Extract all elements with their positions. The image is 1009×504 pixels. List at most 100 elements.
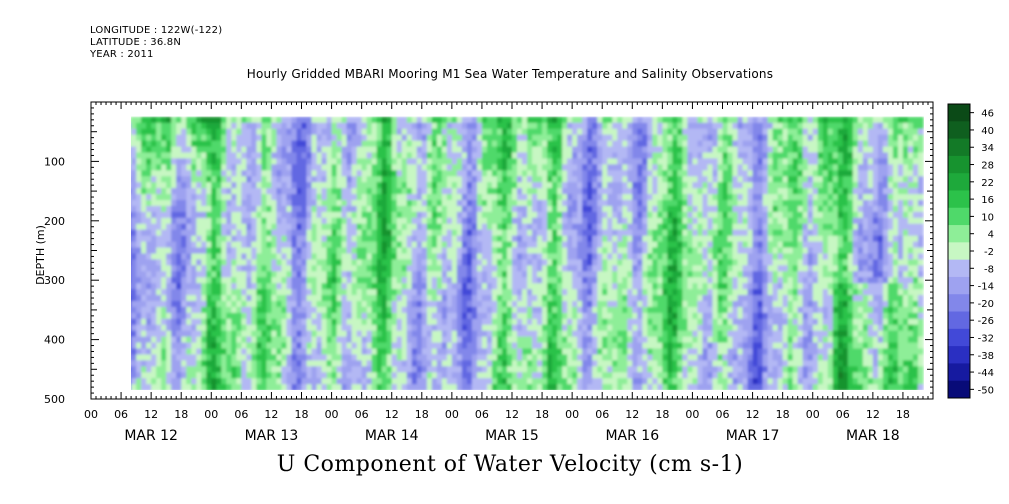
heatmap-cell [486,253,493,261]
heatmap-cell [552,116,558,124]
heatmap-cell [146,170,152,177]
heatmap-cell [577,295,583,302]
heatmap-cell [637,324,643,332]
heatmap-cell [562,241,568,249]
heatmap-cell [607,146,613,154]
heatmap-cell [181,312,187,320]
heatmap-cell [476,140,483,148]
heatmap-cell [301,354,308,361]
heatmap-cell [176,194,182,201]
heatmap-cell [361,306,368,314]
heatmap-cell [421,122,428,130]
heatmap-cell [166,229,172,237]
heatmap-cell [231,253,237,261]
heatmap-cell [376,152,383,160]
heatmap-cell [662,182,668,189]
heatmap-cell [637,312,643,320]
heatmap-cell [376,354,383,361]
heatmap-cell [481,241,488,249]
heatmap-cell [151,211,157,219]
heatmap-cell [181,229,187,237]
heatmap-cell [632,277,638,284]
heatmap-cell [396,289,403,296]
heatmap-cell [231,152,237,160]
heatmap-cell [637,318,643,326]
heatmap-cell [416,205,423,213]
heatmap-cell [537,312,543,320]
heatmap-cell [532,366,538,373]
heatmap-cell [612,348,618,356]
heatmap-cell [156,188,162,195]
heatmap-cell [652,158,658,165]
heatmap-cell [356,188,363,195]
heatmap-cell [201,306,207,314]
heatmap-cell [191,200,197,207]
heatmap-cell [486,200,493,207]
heatmap-cell [161,122,167,130]
heatmap-cell [361,211,368,219]
heatmap-cell [141,300,147,308]
heatmap-cell [141,318,147,326]
heatmap-cell [426,200,433,207]
heatmap-cell [391,223,398,231]
heatmap-cell [181,176,187,183]
heatmap-cell [426,223,433,231]
heatmap-cell [657,366,663,373]
heatmap-cell [637,247,643,255]
heatmap-cell [386,146,393,154]
heatmap-cell [577,372,583,379]
heatmap-cell [501,194,508,201]
heatmap-cell [176,235,182,243]
heatmap-cell [441,372,448,379]
heatmap-cell [301,176,308,183]
heatmap-cell [431,223,438,231]
heatmap-cell [476,170,483,177]
heatmap-cell [547,241,553,249]
heatmap-cell [582,283,588,290]
heatmap-cell [657,235,663,243]
heatmap-cell [451,241,458,249]
heatmap-cell [617,324,623,332]
heatmap-cell [431,170,438,177]
heatmap-cell [346,200,353,207]
heatmap-cell [301,140,308,148]
heatmap-cell [206,241,212,249]
heatmap-cell [537,205,543,213]
heatmap-cell [582,324,588,332]
heatmap-cell [592,336,598,344]
heatmap-cell [191,306,197,314]
heatmap-cell [131,300,132,308]
heatmap-cell [151,134,157,142]
heatmap-cell [491,146,498,154]
heatmap-cell [236,342,242,350]
heatmap-cell [421,128,428,136]
heatmap-cell [627,229,633,237]
heatmap-cell [401,229,408,237]
heatmap-cell [542,194,548,201]
heatmap-cell [246,366,252,373]
heatmap-cell [341,253,348,261]
heatmap-cell [226,378,232,385]
heatmap-cell [512,378,518,385]
heatmap-cell [271,312,278,320]
heatmap-cell [346,277,353,284]
heatmap-cell [496,354,503,361]
heatmap-cell [331,283,338,290]
heatmap-cell [151,170,157,177]
heatmap-cell [517,170,523,177]
heatmap-cell [612,265,618,272]
heatmap-cell [451,289,458,296]
heatmap-cell [371,229,378,237]
heatmap-cell [236,194,242,201]
heatmap-cell [326,152,333,160]
heatmap-cell [642,146,648,154]
heatmap-cell [161,140,167,148]
heatmap-cell [141,116,147,124]
heatmap-cell [141,152,147,160]
heatmap-cell [171,176,177,183]
heatmap-cell [196,330,202,338]
heatmap-cell [562,217,568,225]
heatmap-cell [481,283,488,290]
heatmap-cell [186,289,192,296]
heatmap-cell [301,229,308,237]
